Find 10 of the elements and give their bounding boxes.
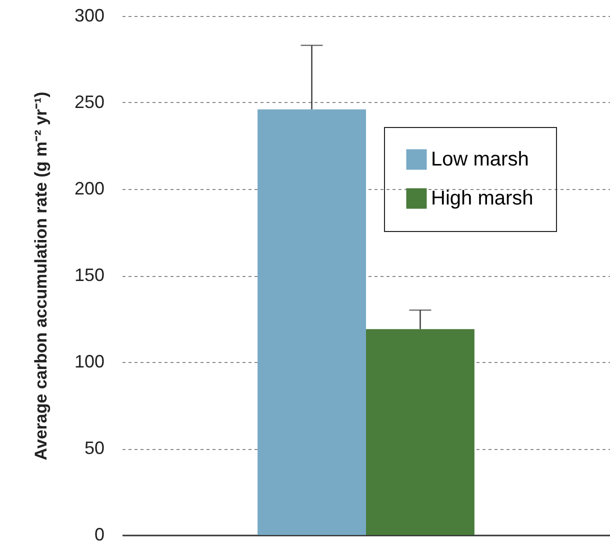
y-tick-label: 0 — [94, 524, 104, 542]
y-axis-title: Average carbon accumulation rate (g m⁻² yr⁻¹) — [31, 92, 50, 460]
y-tick-label: 150 — [74, 265, 104, 285]
y-tick-label: 100 — [74, 352, 104, 372]
y-tick-label: 50 — [84, 438, 104, 458]
legend-label: High marsh — [431, 188, 534, 210]
y-tick-label: 250 — [74, 92, 104, 112]
y-tick-label: 300 — [74, 6, 104, 26]
y-tick-label: 200 — [74, 178, 104, 198]
legend-label: Low marsh — [431, 148, 529, 170]
